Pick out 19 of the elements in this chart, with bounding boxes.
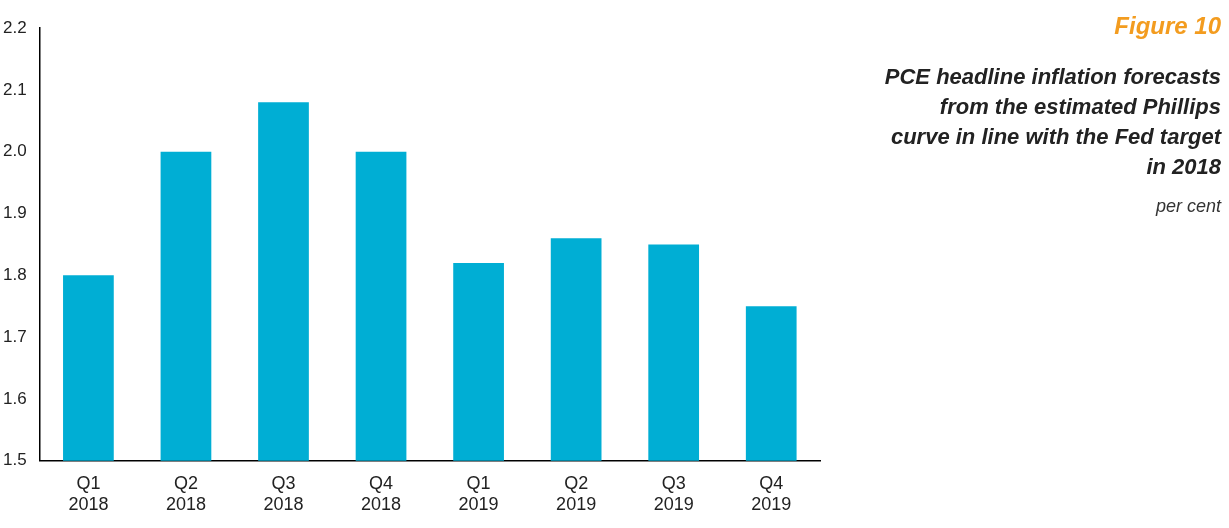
y-tick-label: 2.2 [2, 17, 27, 37]
x-tick-label: Q4 2018 [361, 472, 402, 515]
text: per cent [1154, 196, 1221, 217]
y-tick-label: 1.7 [2, 326, 27, 346]
y-tick-label: 1.8 [2, 265, 27, 284]
x-tick-label: Q2 2018 [165, 472, 206, 515]
y-tick-label: 2.1 [2, 79, 27, 99]
x-tick-label: Q4 2019 [751, 472, 792, 515]
x-tick-label: Q2 2019 [556, 472, 597, 515]
y-tick-label: 1.9 [2, 203, 27, 223]
x-tick-label: Q1 2019 [458, 472, 499, 515]
caption: Figure 10 [1113, 12, 1221, 40]
x-tick-label: Q1 2018 [68, 472, 109, 515]
y-tick-label: 1.5 [2, 450, 27, 470]
x-tick-label: Q3 2019 [653, 472, 694, 515]
text: PCE headline inflation forecasts from the estimated Phillips curve in line with the Fed target in 2018 [883, 63, 1221, 181]
y-tick-label: 1.6 [2, 388, 27, 408]
y-tick-label: 2.0 [2, 141, 27, 161]
x-tick-label: Q3 2018 [263, 472, 304, 515]
